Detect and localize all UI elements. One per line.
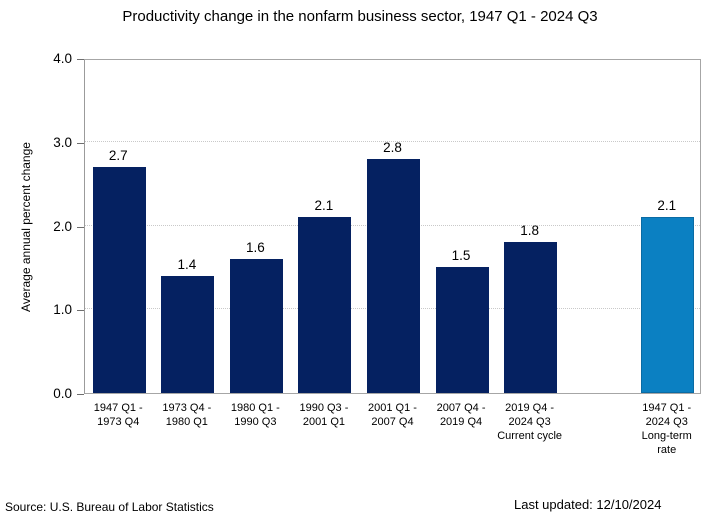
bar-value-label: 1.5: [451, 248, 471, 264]
bar-1: [161, 275, 215, 393]
bar-value-label: 2.8: [383, 139, 402, 155]
x-axis-label-line: 2001 Q1 -: [368, 402, 417, 414]
bar-value-label: 1.4: [177, 256, 197, 272]
x-axis-label-line: 1990 Q3 -: [299, 402, 349, 414]
bar-0: [92, 166, 146, 393]
x-axis-label-line: 2019 Q4: [439, 416, 483, 428]
y-axis-tick-label: 0.0: [53, 386, 72, 401]
plot-area: [84, 59, 701, 394]
y-axis-tick-mark: [77, 310, 84, 312]
last-updated-note: Last updated: 12/10/2024: [514, 497, 662, 512]
bar-3: [298, 217, 352, 393]
x-axis-label: 2007 Q4 - 2019 Q4: [409, 401, 513, 429]
bar-value-label: 1.6: [245, 240, 265, 255]
y-axis-tick-mark: [77, 394, 84, 395]
chart-title: Productivity change in the nonfarm busin…: [122, 8, 598, 25]
x-axis-label-line: 2024 Q3: [645, 416, 688, 428]
x-axis-label: 1980 Q1 - 1990 Q3: [203, 401, 307, 429]
x-axis-label: 2019 Q4 - 2024 Q3 Current cycle: [478, 401, 582, 443]
x-axis-label: 1973 Q4 - 1980 Q1: [135, 401, 239, 429]
bar-value-label: 2.1: [314, 198, 334, 214]
bar-value-label: 2.7: [108, 147, 128, 163]
bar-value-label: 1.8: [520, 223, 539, 239]
x-axis-label-line: Long-term: [641, 430, 692, 442]
x-axis-label: 2001 Q1 - 2007 Q4: [341, 401, 445, 429]
x-axis-label-line: 1990 Q3: [234, 416, 277, 428]
x-axis-label-line: 2019 Q4 -: [505, 402, 555, 414]
y-axis-title: Average annual percent change: [19, 142, 33, 312]
x-axis-label-line: 2001 Q1: [302, 416, 346, 428]
x-axis-label-line: 1980 Q1: [165, 416, 208, 428]
source-note: Source: U.S. Bureau of Labor Statistics: [5, 500, 214, 514]
y-axis-tick-mark: [77, 226, 84, 228]
bar-5: [435, 267, 489, 393]
x-axis-label-line: 2007 Q4 -: [436, 402, 486, 414]
y-axis-tick-mark: [77, 59, 84, 60]
x-axis-label-line: 1947 Q1 -: [642, 402, 692, 414]
x-axis-label-line: 1980 Q1 -: [230, 402, 280, 414]
x-axis-label-line: Current cycle: [497, 430, 562, 442]
y-axis-tick-label: 4.0: [53, 51, 72, 66]
bar-2: [229, 259, 283, 393]
y-axis-tick-label: 2.0: [53, 218, 72, 234]
x-axis-label: 1947 Q1 - 2024 Q3 Long-term rate: [615, 401, 719, 457]
x-axis-label-line: 1973 Q4: [97, 416, 140, 428]
bar-value-label: 2.1: [657, 198, 677, 214]
y-axis-tick-label: 1.0: [53, 302, 72, 318]
x-axis-label-line: 1973 Q4 -: [162, 402, 212, 414]
x-axis-label-line: 2024 Q3: [508, 416, 551, 428]
x-axis-label: 1990 Q3 - 2001 Q1: [272, 401, 376, 429]
bar-7: [641, 217, 695, 393]
bar-4: [367, 158, 420, 393]
x-axis-label-line: 2007 Q4: [371, 416, 414, 428]
x-axis-label-line: 1947 Q1 -: [93, 402, 143, 414]
y-axis-tick-mark: [77, 142, 84, 144]
gridline: [85, 140, 700, 142]
y-axis-tick-label: 3.0: [53, 134, 72, 150]
x-axis-label: 1947 Q1 - 1973 Q4: [66, 401, 170, 429]
bar-6: [504, 242, 558, 393]
x-axis-label-line: rate: [657, 444, 677, 456]
